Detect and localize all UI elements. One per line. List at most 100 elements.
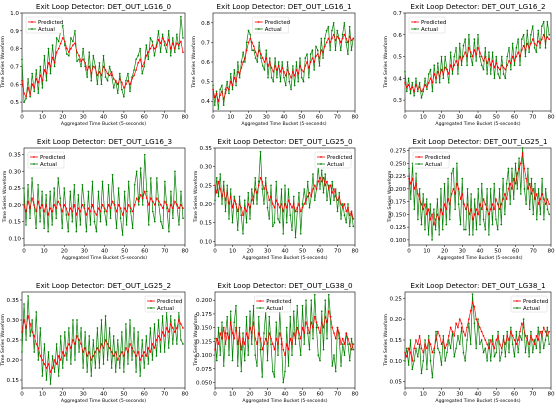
actual-point [548, 343, 551, 346]
predicted-point [23, 204, 25, 206]
actual-point [454, 208, 456, 211]
predicted-point [182, 207, 184, 210]
predicted-point [282, 210, 285, 213]
actual-point [431, 239, 433, 241]
predicted-point [424, 84, 426, 86]
predicted-point [229, 321, 232, 324]
predicted-point [478, 51, 481, 54]
predicted-point [543, 198, 545, 200]
x-tick-label: 80 [547, 249, 555, 255]
chart-panel-3: Exit Loop Detector: DET_OUT_LG16_30 10 20 3… [2, 137, 189, 261]
predicted-point [133, 204, 136, 206]
x-tick-label: 50 [299, 392, 307, 398]
predicted-point [352, 37, 355, 40]
actual-point [488, 51, 490, 54]
actual-point [507, 167, 510, 170]
predicted-point [51, 210, 54, 213]
predicted-point [498, 208, 501, 211]
actual-point [526, 29, 529, 32]
actual-point [280, 343, 283, 345]
actual-point [405, 90, 408, 93]
actual-point [420, 97, 423, 99]
predicted-point [123, 355, 125, 357]
predicted-point [238, 203, 241, 205]
actual-point [323, 37, 326, 40]
x-tick-label: 30 [456, 115, 464, 121]
actual-point [517, 351, 520, 354]
actual-point [411, 81, 414, 84]
predicted-point [407, 84, 410, 86]
predicted-point [499, 68, 501, 71]
predicted-point [532, 187, 535, 190]
actual-point [159, 351, 162, 353]
actual-point [334, 370, 337, 373]
predicted-point [539, 42, 541, 45]
actual-point [290, 88, 292, 91]
predicted-point [110, 351, 113, 353]
predicted-point [151, 44, 154, 46]
actual-point [515, 330, 518, 333]
predicted-point [55, 51, 58, 54]
legend-marker [414, 28, 416, 30]
actual-point [215, 177, 218, 179]
actual-point [420, 223, 423, 226]
predicted-point [164, 200, 166, 203]
predicted-point [53, 204, 56, 206]
predicted-point [252, 45, 255, 48]
actual-point [535, 51, 538, 54]
actual-point [249, 310, 251, 313]
predicted-point [160, 204, 162, 206]
actual-point [217, 326, 220, 329]
predicted-point [39, 207, 41, 210]
predicted-point [459, 198, 462, 200]
predicted-point [315, 55, 317, 57]
predicted-point [416, 88, 419, 91]
predicted-point [546, 334, 549, 337]
actual-point [118, 72, 121, 75]
predicted-point [35, 210, 37, 213]
actual-point [71, 220, 74, 223]
predicted-point [442, 73, 445, 75]
actual-point [235, 84, 237, 87]
actual-point [153, 220, 156, 223]
actual-point [133, 69, 135, 71]
predicted-point [139, 193, 142, 196]
predicted-point [137, 62, 139, 64]
actual-point [281, 61, 284, 63]
predicted-point [416, 343, 419, 346]
actual-point [544, 46, 547, 49]
predicted-point [98, 70, 101, 73]
actual-point [415, 172, 417, 175]
predicted-point [27, 86, 29, 89]
actual-point [112, 86, 115, 89]
actual-point [169, 315, 172, 317]
x-tick-label: 10 [229, 249, 237, 255]
predicted-point [113, 204, 116, 206]
x-tick-label: 30 [80, 115, 88, 121]
actual-point [427, 233, 430, 236]
predicted-point [473, 49, 476, 51]
actual-point [513, 355, 516, 358]
predicted-point [180, 323, 182, 325]
predicted-point [129, 83, 131, 86]
predicted-point [237, 70, 239, 73]
legend-label: Predicted [523, 299, 548, 305]
predicted-point [276, 68, 278, 71]
x-axis-label: Aggregated Time Bucket (5-seconds) [242, 398, 327, 404]
predicted-point [31, 197, 33, 200]
predicted-point [131, 210, 134, 213]
x-tick-label: 80 [181, 392, 189, 398]
actual-point [453, 55, 456, 58]
actual-point [129, 319, 131, 321]
actual-point [291, 229, 293, 231]
y-tick-label: 0.075 [196, 367, 212, 373]
predicted-point [312, 188, 314, 190]
predicted-point [149, 197, 152, 200]
predicted-point [270, 195, 272, 198]
actual-point [161, 33, 164, 36]
predicted-point [343, 343, 346, 345]
predicted-point [447, 334, 450, 337]
predicted-point [176, 42, 178, 45]
actual-point [84, 65, 87, 68]
predicted-point [458, 318, 461, 320]
